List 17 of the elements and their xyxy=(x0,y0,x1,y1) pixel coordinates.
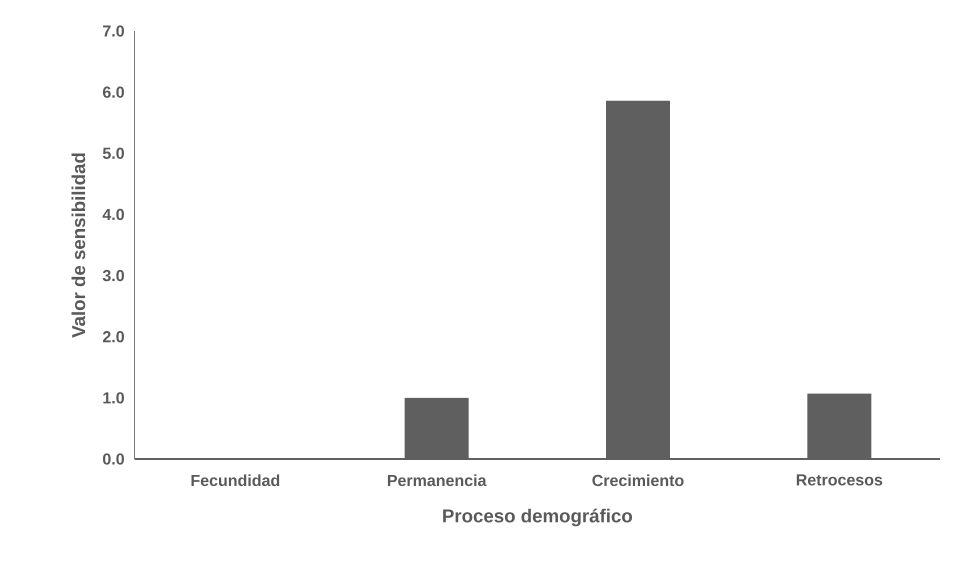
y-tick-label: 3.0 xyxy=(102,270,124,282)
y-tick-label: 1.0 xyxy=(103,392,124,404)
y-tick-label: 2.0 xyxy=(102,331,124,342)
y-tick-label: 5.0 xyxy=(102,148,124,159)
bar xyxy=(404,398,469,459)
x-tick-label: Retrocesos xyxy=(796,474,882,486)
y-tick-label: 6.0 xyxy=(102,86,124,98)
x-tick-label: Permanencia xyxy=(388,474,487,486)
bar xyxy=(807,394,872,459)
y-axis-title: Valor de sensibilidad xyxy=(72,153,86,338)
x-tick-label: Crecimiento xyxy=(592,474,684,486)
y-tick-label: 7.0 xyxy=(103,25,124,37)
bar xyxy=(606,100,670,459)
y-tick-label: 4.0 xyxy=(102,208,124,220)
x-axis-title: Proceso demográfico xyxy=(443,508,632,526)
y-tick-label: 0.0 xyxy=(103,453,124,465)
x-tick-label: Fecundidad xyxy=(192,474,280,486)
